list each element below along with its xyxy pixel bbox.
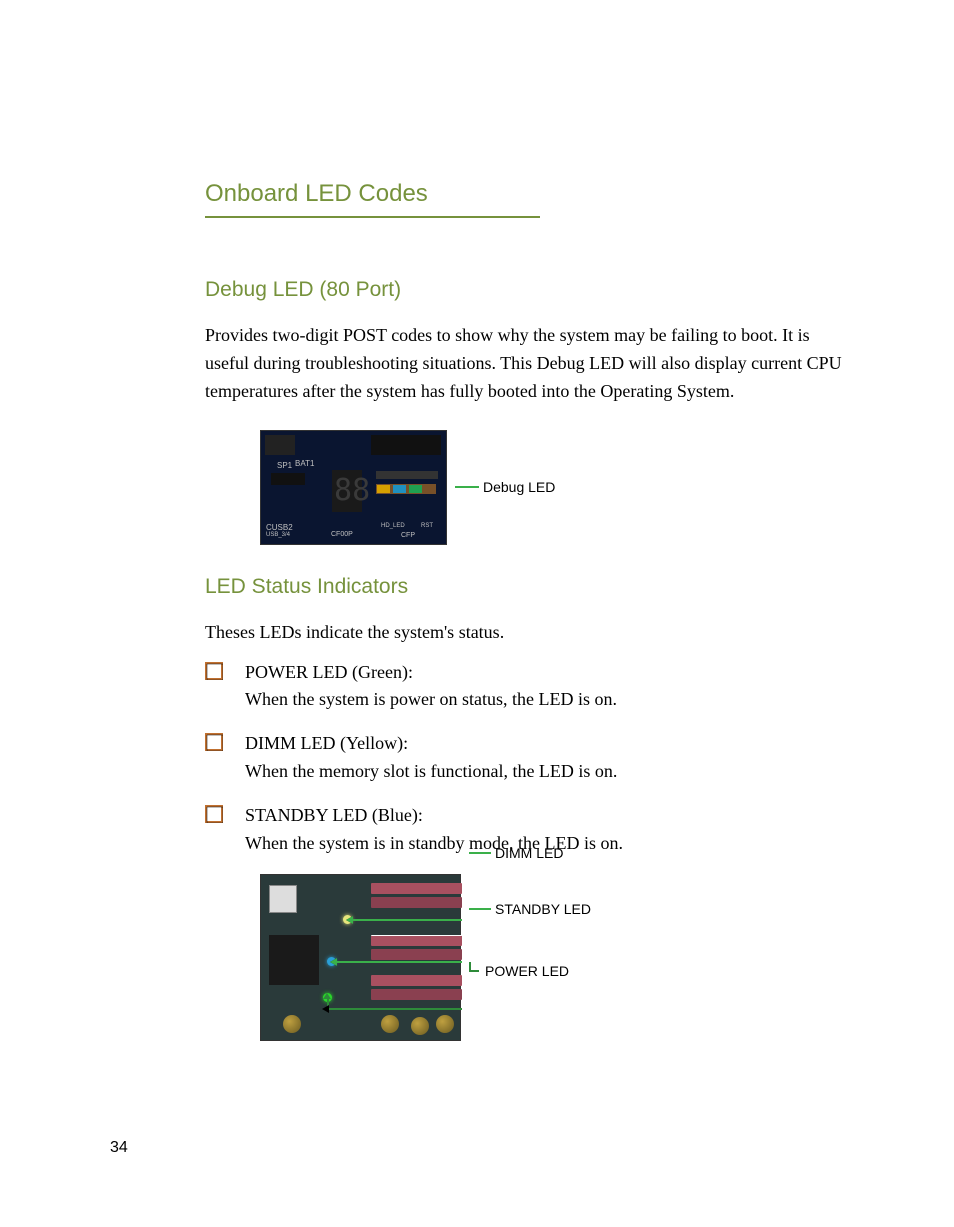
status-item-desc: When the system is in standby mode, the … xyxy=(245,833,623,853)
page-number: 34 xyxy=(110,1139,128,1157)
annotation-line xyxy=(455,486,479,488)
annotation-text-standby: STANDBY LED xyxy=(491,901,591,917)
debug-annotations: Debug LED xyxy=(455,479,555,495)
status-figure: .arrow-line.a1::before{border-right-colo… xyxy=(260,874,844,1041)
annotation-standby-led: STANDBY LED xyxy=(469,901,591,917)
annotation-text-power: POWER LED xyxy=(485,963,569,979)
status-item-heading: POWER LED (Green): xyxy=(245,662,413,682)
section-title: Onboard LED Codes xyxy=(205,180,844,208)
status-item-heading: STANDBY LED (Blue): xyxy=(245,805,423,825)
status-item-dimm: DIMM LED (Yellow): When the memory slot … xyxy=(205,730,844,786)
chip-label-rst: RST xyxy=(421,523,433,529)
section-rule xyxy=(205,216,540,218)
status-item-desc: When the system is power on status, the … xyxy=(245,689,617,709)
annotation-text-debug-led: Debug LED xyxy=(479,479,555,495)
annotation-power-led: POWER LED xyxy=(469,963,591,979)
bullet-marker-icon xyxy=(205,732,223,750)
status-item-standby: STANDBY LED (Blue): When the system is i… xyxy=(205,802,844,858)
status-bullet-list: POWER LED (Green): When the system is po… xyxy=(205,659,844,858)
chip-label-cfoop: CF00P xyxy=(331,531,353,538)
status-item-desc: When the memory slot is functional, the … xyxy=(245,761,617,781)
chip-label-usb34: USB_3/4 xyxy=(266,532,290,538)
chip-label-sp1: SP1 xyxy=(277,461,292,470)
bullet-marker-icon xyxy=(205,804,223,822)
status-annotations: DIMM LED STANDBY LED POWER LED xyxy=(469,935,591,979)
subsection-title-debug: Debug LED (80 Port) xyxy=(205,278,844,302)
chip-label-bat1: BAT1 xyxy=(295,459,314,468)
seven-segment-display: 88 xyxy=(332,470,362,512)
debug-figure: BAT1 SP1 88 CUSB2 USB_3/4 CF00P CFP HD_L… xyxy=(260,430,844,545)
status-intro: Theses LEDs indicate the system's status… xyxy=(205,619,844,647)
status-led-board-image: .arrow-line.a1::before{border-right-colo… xyxy=(260,874,461,1041)
chip-label-hdled: HD_LED xyxy=(381,523,405,529)
subsection-title-status: LED Status Indicators xyxy=(205,575,844,599)
annotation-line xyxy=(469,908,491,910)
chip-label-cusb2: CUSB2 xyxy=(266,523,293,532)
debug-paragraph: Provides two-digit POST codes to show wh… xyxy=(205,322,844,406)
debug-led-board-image: BAT1 SP1 88 CUSB2 USB_3/4 CF00P CFP HD_L… xyxy=(260,430,447,545)
status-item-heading: DIMM LED (Yellow): xyxy=(245,733,408,753)
chip-label-cfp: CFP xyxy=(401,532,415,539)
bullet-marker-icon xyxy=(205,661,223,679)
annotation-debug-led: Debug LED xyxy=(455,479,555,495)
status-item-power: POWER LED (Green): When the system is po… xyxy=(205,659,844,715)
